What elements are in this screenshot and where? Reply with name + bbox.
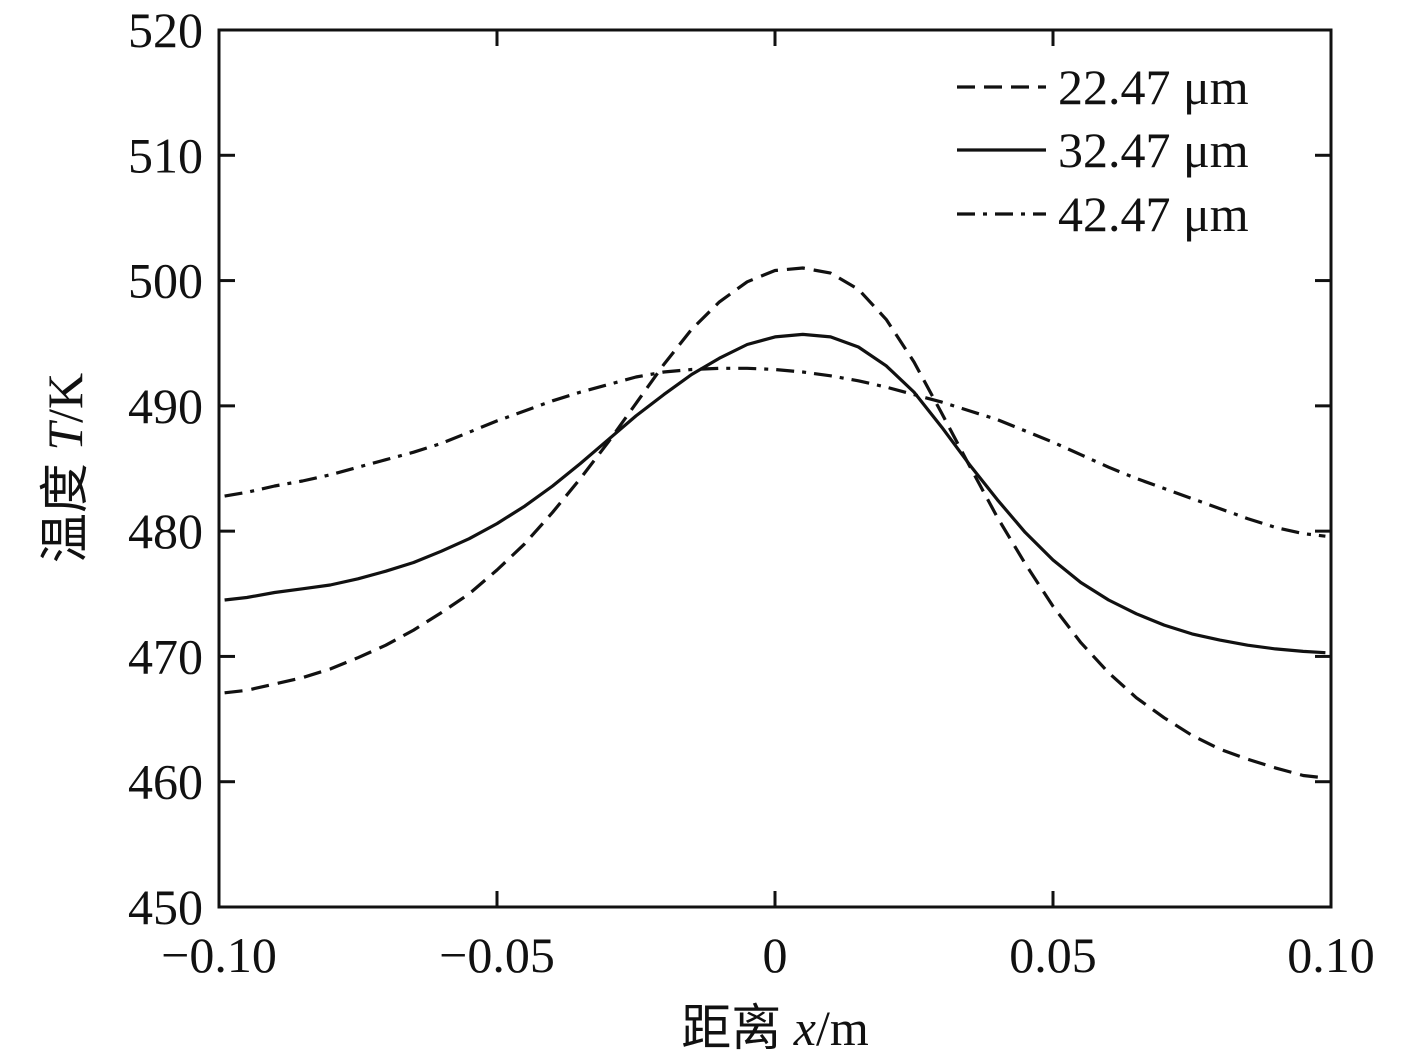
legend: 22.47 μm 32.47 μm 42.47 μm [957, 59, 1249, 242]
x-tick-labels: −0.10 −0.05 0 0.05 0.10 [161, 927, 1375, 983]
series-line-32-47um [224, 332, 1326, 655]
y-tick-label: 520 [128, 2, 203, 58]
legend-label-22um: 22.47 μm [1058, 59, 1249, 115]
legend-label-32um: 32.47 μm [1058, 122, 1249, 178]
y-tick-label: 500 [128, 253, 203, 309]
x-tick-label: 0.10 [1287, 927, 1375, 983]
y-tick-label: 460 [128, 754, 203, 810]
y-axis-label: 温度 T/K [37, 373, 93, 563]
y-tick-label: 510 [128, 127, 203, 183]
y-tick-label: 470 [128, 628, 203, 684]
series-line-42-47um [224, 366, 1326, 538]
y-axis-label-group: 温度 T/K [37, 373, 93, 563]
y-tick-label: 490 [128, 378, 203, 434]
legend-label-42um: 42.47 μm [1058, 186, 1249, 242]
series-lines [224, 266, 1326, 780]
x-tick-label: 0 [763, 927, 788, 983]
x-tick-label: 0.05 [1009, 927, 1097, 983]
y-tick-labels: 450 460 470 480 490 500 510 520 [128, 2, 203, 935]
x-tick-label: −0.10 [161, 927, 277, 983]
y-tick-label: 480 [128, 503, 203, 559]
plot-frame [217, 28, 1333, 909]
series-line-22-47um [224, 266, 1326, 780]
y-tick-label: 450 [128, 879, 203, 935]
x-axis-label: 距离 x/m [681, 1000, 869, 1056]
x-tick-label: −0.05 [439, 927, 555, 983]
